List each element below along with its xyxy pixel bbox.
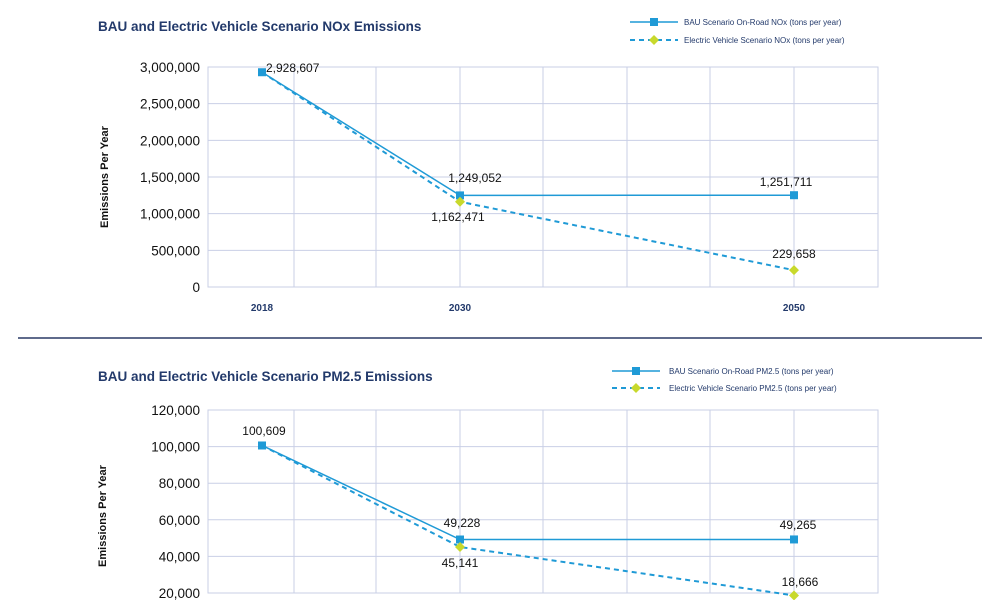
data-label: 2,928,607	[266, 61, 320, 75]
legend-marker-ev	[631, 383, 641, 393]
y-tick-label: 2,500,000	[140, 97, 200, 112]
y-tick-label: 40,000	[159, 549, 200, 564]
x-tick-label: 2018	[251, 303, 274, 314]
data-label: 1,162,471	[431, 210, 485, 224]
legend-label-ev: Electric Vehicle Scenario NOx (tons per …	[684, 36, 845, 45]
data-label: 45,141	[442, 556, 479, 570]
data-point-bau	[456, 191, 464, 200]
legend: BAU Scenario On-Road NOx (tons per year)…	[630, 18, 845, 45]
data-point-bau	[456, 535, 464, 544]
legend-marker-bau	[632, 367, 640, 375]
x-tick-label: 2050	[783, 303, 806, 314]
legend-marker-bau	[650, 18, 658, 26]
y-tick-label: 0	[192, 280, 200, 295]
x-tick-label: 2030	[449, 303, 472, 314]
y-tick-label: 1,500,000	[140, 170, 200, 185]
y-tick-label: 500,000	[151, 243, 200, 258]
y-tick-label: 20,000	[159, 586, 200, 600]
legend-label-bau: BAU Scenario On-Road NOx (tons per year)	[684, 18, 842, 27]
data-point-ev	[789, 590, 799, 600]
legend: BAU Scenario On-Road PM2.5 (tons per yea…	[612, 367, 837, 393]
y-tick-label: 100,000	[151, 440, 200, 455]
data-label: 1,251,711	[760, 175, 813, 189]
y-tick-label: 120,000	[151, 403, 200, 418]
data-label: 18,666	[782, 575, 819, 589]
chart-1: 3,000,000 2,500,000 2,000,000 1,500,000 1,00…	[98, 18, 879, 314]
series-line-ev	[261, 71, 795, 272]
data-label: 229,658	[772, 247, 816, 261]
y-axis-label: Emissions Per Year	[97, 464, 109, 567]
data-point-ev	[789, 265, 799, 276]
data-point-ev	[455, 196, 465, 207]
series-line-bau	[261, 444, 795, 541]
data-point-bau	[790, 535, 798, 544]
y-tick-label: 1,000,000	[140, 207, 200, 222]
y-axis-label: Emissions Per Year	[99, 125, 111, 228]
y-tick-label: 2,000,000	[140, 133, 200, 148]
legend-label-ev: Electric Vehicle Scenario PM2.5 (tons pe…	[669, 384, 837, 393]
y-tick-label: 60,000	[159, 513, 200, 528]
data-label: 49,228	[444, 516, 481, 530]
data-point-bau	[790, 191, 798, 200]
data-point-ev	[455, 541, 465, 552]
data-label: 49,265	[780, 518, 817, 532]
data-label: 100,609	[242, 424, 286, 438]
legend-marker-ev	[649, 35, 659, 45]
series-line-ev	[261, 444, 795, 597]
y-tick-label: 3,000,000	[140, 60, 200, 75]
chart-2: 120,000 100,000 80,000 60,000 40,000 20,000 BA…	[97, 367, 879, 600]
y-tick-label: 80,000	[159, 476, 200, 491]
legend-label-bau: BAU Scenario On-Road PM2.5 (tons per yea…	[669, 367, 834, 376]
chart-title: BAU and Electric Vehicle Scenario PM2.5 …	[98, 369, 433, 384]
chart-title: BAU and Electric Vehicle Scenario NOx Em…	[98, 19, 421, 34]
data-label: 1,249,052	[448, 171, 502, 185]
